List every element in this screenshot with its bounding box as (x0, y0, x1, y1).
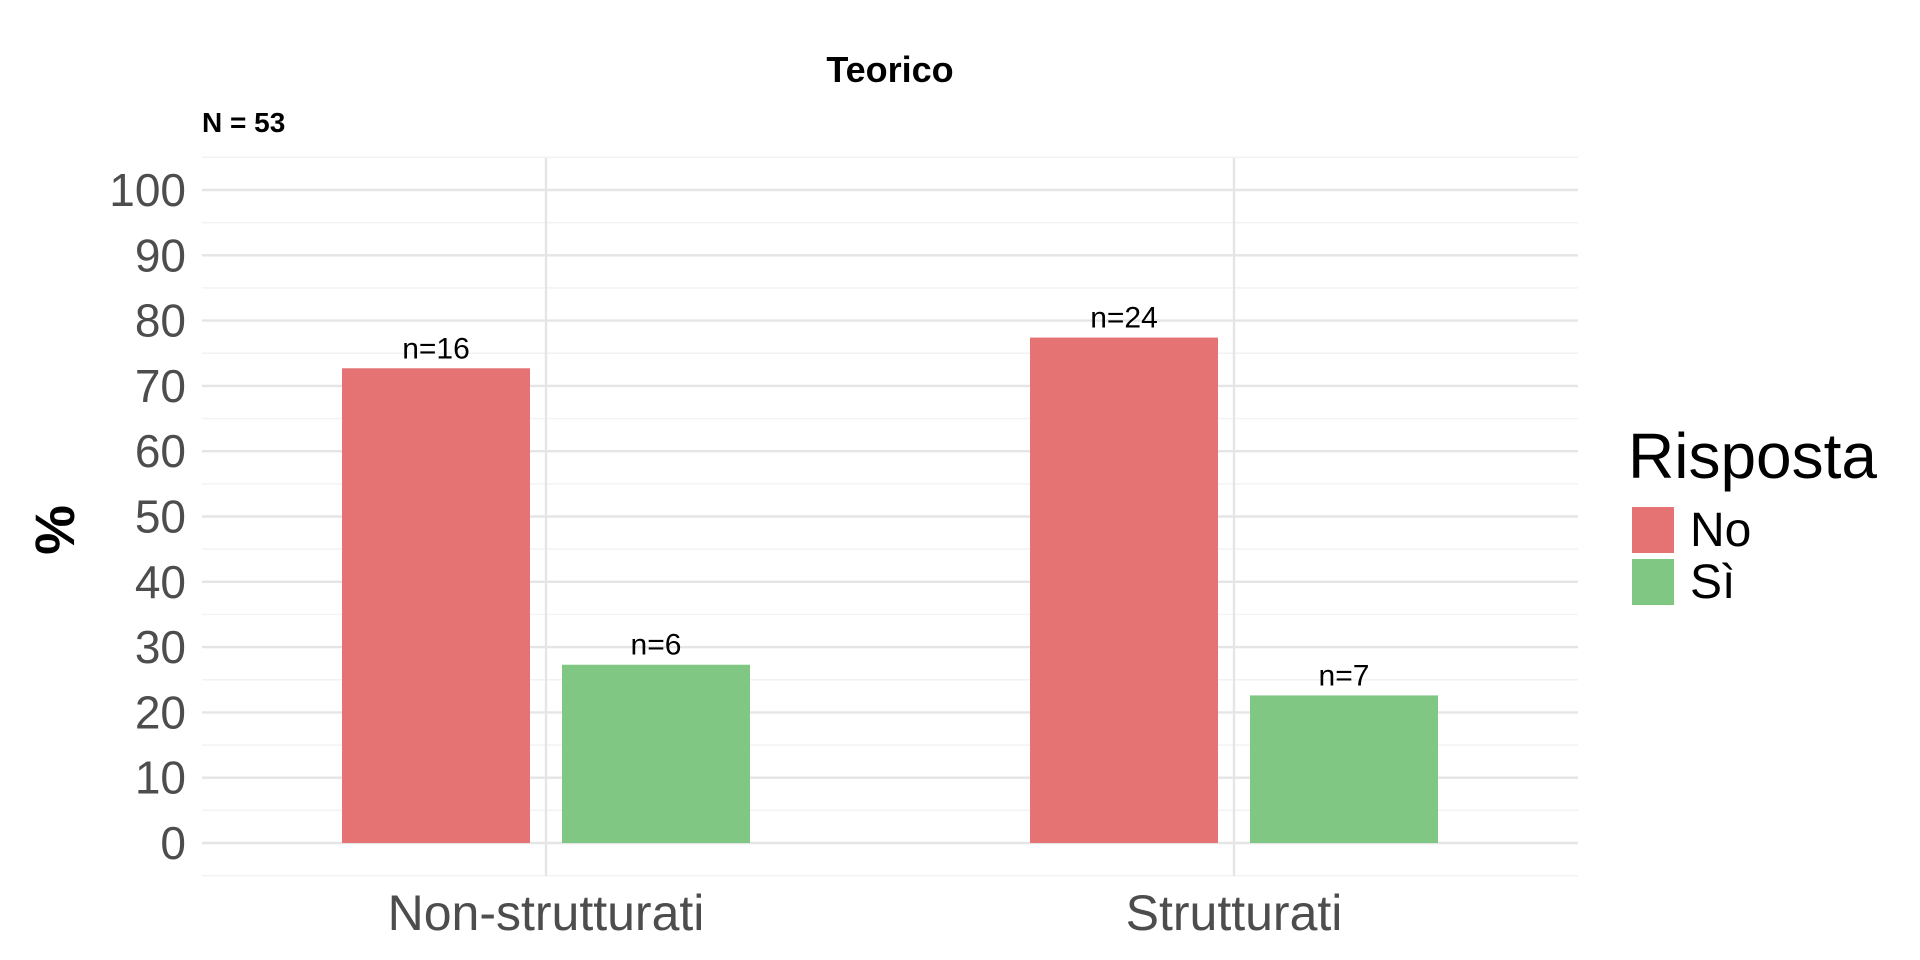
y-tick-label: 90 (135, 229, 186, 281)
y-tick-label: 0 (160, 817, 186, 869)
y-tick-label: 20 (135, 686, 186, 738)
x-tick-label: Strutturati (1126, 885, 1343, 941)
y-tick-label: 70 (135, 360, 186, 412)
y-tick-label: 40 (135, 556, 186, 608)
legend-title: Risposta (1628, 420, 1877, 492)
y-axis-label: % (23, 505, 86, 555)
legend-key-no (1632, 507, 1674, 553)
y-tick-label: 60 (135, 425, 186, 477)
data-labels: n=16 n=24 n=6 n=7 (402, 302, 1369, 693)
data-label: n=16 (402, 332, 470, 365)
bars (342, 337, 1438, 843)
y-tick-label: 10 (135, 752, 186, 804)
x-axis-ticks: Non-strutturati Strutturati (388, 885, 1343, 941)
data-label: n=7 (1319, 659, 1370, 692)
x-tick-label: Non-strutturati (388, 885, 705, 941)
legend-label: No (1690, 504, 1751, 557)
bar-no-0 (342, 368, 530, 843)
chart-subtitle: N = 53 (202, 107, 285, 138)
y-axis-ticks: 0 10 20 30 40 50 60 70 80 90 100 (109, 164, 186, 869)
y-tick-label: 30 (135, 621, 186, 673)
bar-s-0 (562, 664, 750, 843)
bar-no-1 (1030, 337, 1218, 843)
bar-s-1 (1250, 695, 1438, 843)
data-label: n=6 (631, 629, 682, 662)
y-tick-label: 50 (135, 491, 186, 543)
legend-label: Sì (1690, 556, 1735, 609)
legend-key-s (1632, 559, 1674, 605)
y-tick-label: 100 (109, 164, 186, 216)
chart-title: Teorico (826, 49, 953, 90)
y-tick-label: 80 (135, 295, 186, 347)
data-label: n=24 (1090, 302, 1158, 335)
